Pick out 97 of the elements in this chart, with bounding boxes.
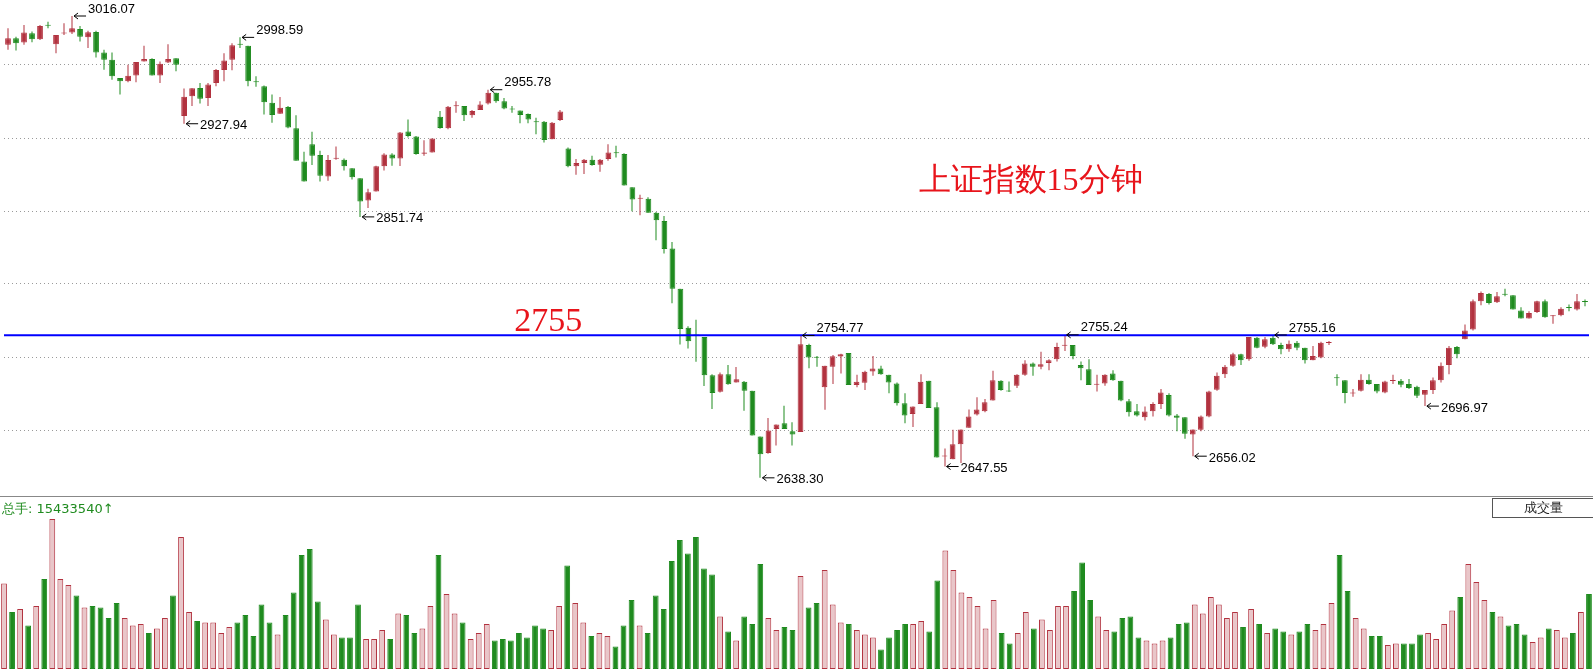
bar: [314, 601, 321, 669]
bar: [1119, 618, 1126, 669]
bar: [25, 625, 32, 669]
bar: [1256, 624, 1263, 669]
bar: [1401, 643, 1407, 669]
bar: [749, 624, 756, 669]
bar: [709, 574, 715, 669]
ref-line-label: 2755: [514, 301, 583, 339]
bar: [652, 595, 659, 669]
bar: [298, 555, 305, 669]
bar: [1272, 628, 1279, 669]
bar: [934, 580, 941, 669]
bar: [1569, 633, 1576, 669]
bar: [1417, 634, 1423, 669]
bar: [459, 622, 466, 669]
bar: [516, 633, 522, 669]
bar: [41, 579, 48, 669]
bar: [998, 633, 1005, 669]
annotation: 2927.94: [200, 117, 248, 133]
bar: [290, 592, 297, 669]
bar: [741, 616, 748, 669]
bar: [1457, 597, 1464, 669]
bar: [676, 540, 683, 669]
annotation: 2851.74: [376, 210, 424, 226]
bar: [1409, 643, 1415, 669]
bar: [902, 624, 909, 669]
bar: [1071, 591, 1077, 669]
chart-title: 成交量: [1492, 498, 1593, 518]
bar: [355, 604, 361, 669]
bar: [894, 630, 900, 669]
bar: [1344, 591, 1351, 669]
bar: [878, 649, 884, 669]
bar: [524, 637, 530, 669]
bar: [1296, 631, 1303, 669]
annotation: 2696.97: [1440, 399, 1488, 415]
bar: [1079, 562, 1086, 669]
bar: [499, 639, 506, 669]
bar: [1087, 600, 1094, 669]
bar: [282, 615, 289, 669]
annotation: 2647.55: [960, 460, 1008, 476]
bar: [113, 603, 120, 669]
bar: [387, 639, 394, 669]
bar: [411, 633, 418, 669]
bar: [588, 636, 595, 669]
bar: [644, 633, 651, 669]
bar: [564, 565, 571, 669]
bar: [532, 625, 538, 669]
bar: [813, 603, 820, 669]
bar: [1127, 616, 1134, 669]
bar: [757, 564, 764, 669]
bar: [403, 615, 410, 669]
bar: [1586, 594, 1592, 669]
bar: [668, 561, 675, 669]
bar: [1368, 636, 1375, 669]
bar: [1167, 637, 1174, 669]
annotation: 2638.30: [776, 471, 824, 487]
bar: [684, 553, 691, 669]
annotation: 2656.02: [1208, 449, 1256, 465]
text: 3016.07: [88, 0, 136, 16]
bar: [1376, 636, 1383, 669]
bar: [306, 549, 313, 669]
bar: [9, 612, 15, 669]
text: 总手: 15433540↑: [2, 500, 114, 518]
bar: [926, 631, 933, 669]
annotation: 2998.59: [256, 21, 304, 37]
bar: [1175, 624, 1182, 669]
bar: [234, 622, 241, 669]
bar: [194, 621, 201, 669]
annotation: 2754.77: [816, 320, 864, 336]
bar: [491, 640, 498, 669]
bar: [1280, 631, 1287, 669]
bar: [1240, 627, 1246, 669]
annotation: 2755.16: [1288, 319, 1336, 335]
bar: [170, 595, 176, 669]
bar: [1521, 634, 1528, 669]
bar: [145, 633, 152, 669]
bar: [540, 628, 546, 669]
bar: [701, 568, 707, 669]
bar: [1183, 622, 1190, 669]
bar: [347, 637, 353, 669]
bar: [886, 637, 892, 669]
bar: [693, 537, 699, 669]
bar: [1111, 631, 1118, 669]
bar: [660, 609, 667, 669]
bar: [242, 615, 249, 669]
bar: [105, 618, 112, 669]
bar: [725, 631, 732, 669]
bar: [1030, 628, 1037, 669]
bar: [845, 624, 852, 669]
bar: [1006, 643, 1013, 669]
bar: [1304, 624, 1311, 669]
bar: [1545, 628, 1552, 669]
text: 上证指数15分钟: [918, 161, 1143, 198]
annotation: 2755.24: [1080, 319, 1128, 335]
annotation: 2955.78: [504, 74, 552, 90]
bar: [507, 640, 514, 669]
bar: [339, 637, 345, 669]
